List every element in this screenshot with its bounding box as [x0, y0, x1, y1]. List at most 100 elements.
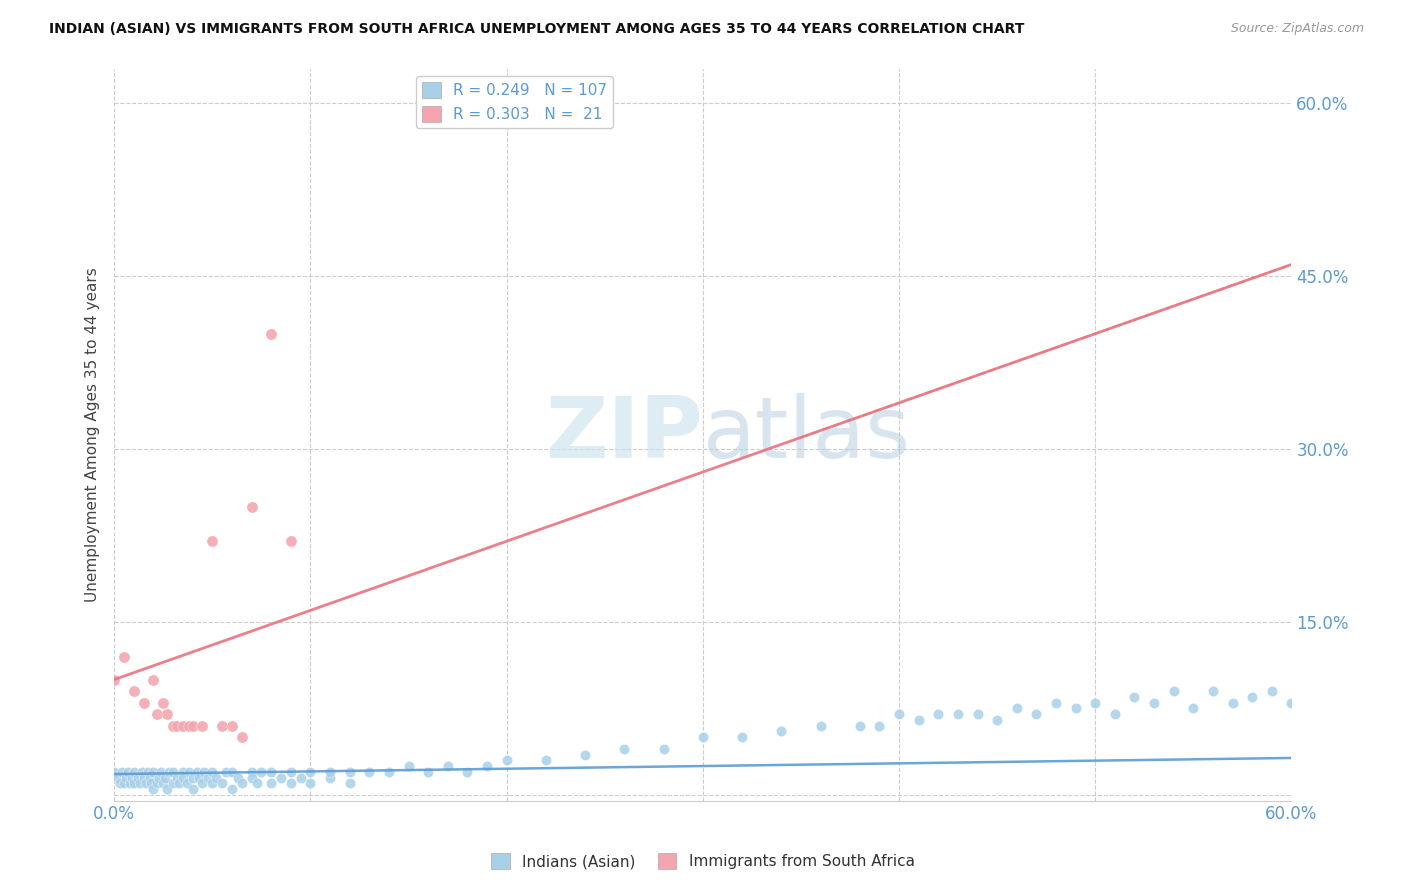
Point	[339, 764, 361, 779]
Point	[122, 684, 145, 698]
Point	[162, 776, 184, 790]
Point	[181, 719, 204, 733]
Point	[946, 707, 969, 722]
Point	[250, 764, 273, 779]
Point	[299, 764, 322, 779]
Point	[1064, 701, 1087, 715]
Point	[1241, 690, 1264, 704]
Legend: R = 0.249   N = 107, R = 0.303   N =  21: R = 0.249 N = 107, R = 0.303 N = 21	[416, 76, 613, 128]
Point	[122, 776, 145, 790]
Text: INDIAN (ASIAN) VS IMMIGRANTS FROM SOUTH AFRICA UNEMPLOYMENT AMONG AGES 35 TO 44 : INDIAN (ASIAN) VS IMMIGRANTS FROM SOUTH …	[49, 22, 1025, 37]
Point	[1143, 696, 1166, 710]
Point	[181, 771, 204, 785]
Point	[418, 764, 440, 779]
Point	[986, 713, 1008, 727]
Point	[111, 764, 134, 779]
Text: Source: ZipAtlas.com: Source: ZipAtlas.com	[1230, 22, 1364, 36]
Point	[221, 764, 243, 779]
Point	[177, 719, 200, 733]
Point	[495, 753, 517, 767]
Point	[156, 782, 179, 797]
Point	[1281, 696, 1303, 710]
Point	[181, 782, 204, 797]
Point	[172, 764, 194, 779]
Point	[152, 776, 174, 790]
Point	[1025, 707, 1047, 722]
Point	[887, 707, 910, 722]
Point	[731, 730, 754, 744]
Point	[927, 707, 949, 722]
Point	[153, 771, 176, 785]
Point	[201, 534, 224, 549]
Point	[142, 673, 165, 687]
Point	[260, 776, 283, 790]
Point	[240, 771, 263, 785]
Point	[1123, 690, 1146, 704]
Point	[187, 771, 209, 785]
Point	[193, 764, 215, 779]
Point	[201, 776, 224, 790]
Point	[146, 707, 169, 722]
Point	[103, 764, 125, 779]
Point	[138, 771, 160, 785]
Point	[131, 764, 153, 779]
Point	[135, 776, 157, 790]
Point	[280, 776, 302, 790]
Point	[1084, 696, 1107, 710]
Point	[299, 776, 322, 790]
Point	[1182, 701, 1205, 715]
Point	[118, 776, 141, 790]
Point	[966, 707, 988, 722]
Point	[166, 771, 188, 785]
Point	[191, 719, 214, 733]
Point	[475, 759, 498, 773]
Point	[226, 771, 249, 785]
Point	[319, 771, 342, 785]
Text: atlas: atlas	[703, 393, 911, 476]
Point	[810, 719, 832, 733]
Point	[156, 707, 179, 722]
Point	[127, 771, 149, 785]
Point	[280, 534, 302, 549]
Point	[150, 764, 173, 779]
Point	[260, 326, 283, 341]
Point	[231, 776, 253, 790]
Point	[770, 724, 793, 739]
Point	[191, 776, 214, 790]
Point	[162, 719, 184, 733]
Point	[112, 649, 135, 664]
Point	[1104, 707, 1126, 722]
Point	[211, 719, 233, 733]
Point	[436, 759, 458, 773]
Point	[215, 764, 238, 779]
Point	[142, 782, 165, 797]
Point	[128, 776, 150, 790]
Point	[574, 747, 596, 762]
Point	[166, 719, 188, 733]
Point	[652, 741, 675, 756]
Point	[132, 696, 155, 710]
Legend: Indians (Asian), Immigrants from South Africa: Indians (Asian), Immigrants from South A…	[485, 847, 921, 875]
Point	[240, 500, 263, 514]
Point	[172, 719, 194, 733]
Point	[221, 782, 243, 797]
Point	[359, 764, 381, 779]
Point	[121, 771, 143, 785]
Point	[270, 771, 292, 785]
Point	[221, 719, 243, 733]
Point	[115, 771, 138, 785]
Point	[177, 764, 200, 779]
Point	[849, 719, 872, 733]
Point	[260, 764, 283, 779]
Point	[1202, 684, 1225, 698]
Point	[1261, 684, 1284, 698]
Point	[152, 696, 174, 710]
Point	[141, 776, 163, 790]
Point	[197, 771, 219, 785]
Point	[172, 771, 194, 785]
Point	[186, 764, 208, 779]
Point	[117, 764, 139, 779]
Point	[107, 771, 129, 785]
Point	[1005, 701, 1028, 715]
Point	[240, 764, 263, 779]
